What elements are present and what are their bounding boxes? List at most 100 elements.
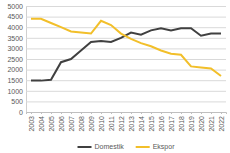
x-tick: 2016 — [158, 112, 165, 132]
y-tick-label: 0 — [19, 109, 23, 116]
x-tick: 2009 — [88, 112, 95, 132]
x-tick-mark — [151, 112, 152, 114]
x-tick: 2022 — [218, 112, 225, 132]
x-tick-mark — [81, 112, 82, 114]
y-tick-label: 3000 — [7, 45, 23, 52]
x-tick-label: 2005 — [48, 116, 55, 132]
x-tick-label: 2013 — [128, 116, 135, 132]
x-tick: 2005 — [48, 112, 55, 132]
grid-line — [26, 27, 226, 28]
x-tick-mark — [61, 112, 62, 114]
x-tick: 2021 — [208, 112, 215, 132]
legend-swatch — [78, 146, 92, 148]
x-axis: 2003200420052006200720082009201020112012… — [27, 112, 227, 132]
legend: Domestik Ekspor — [78, 143, 176, 151]
y-tick: 2500 — [7, 56, 226, 63]
x-tick: 2012 — [118, 112, 125, 132]
x-tick: 2017 — [168, 112, 175, 132]
grid-line — [26, 112, 226, 113]
legend-item: Ekspor — [136, 143, 175, 151]
chart: 0 500 1000 1500 2000 2500 3000 3500 4000 4500 5000… — [0, 0, 230, 153]
x-tick-label: 2022 — [218, 116, 225, 132]
y-tick-label: 5000 — [7, 3, 23, 10]
x-tick: 2008 — [78, 112, 85, 132]
x-tick-label: 2004 — [38, 116, 45, 132]
x-tick-label: 2003 — [28, 116, 35, 132]
y-tick-label: 500 — [11, 98, 23, 105]
x-tick-label: 2021 — [208, 116, 215, 132]
x-tick-mark — [181, 112, 182, 114]
grid-line — [26, 91, 226, 92]
x-axis-line — [27, 113, 227, 115]
x-tick: 2014 — [138, 112, 145, 132]
y-tick-label: 2000 — [7, 66, 23, 73]
x-tick-mark — [71, 112, 72, 114]
x-tick: 2006 — [58, 112, 65, 132]
x-tick-label: 2012 — [118, 116, 125, 132]
x-tick-label: 2016 — [158, 116, 165, 132]
grid-line — [26, 59, 226, 60]
x-tick-mark — [101, 112, 102, 114]
y-tick-label: 1000 — [7, 88, 23, 95]
x-tick-label: 2010 — [98, 116, 105, 132]
x-tick-mark — [111, 112, 112, 114]
y-tick: 3000 — [7, 45, 226, 52]
y-tick-label: 4500 — [7, 13, 23, 20]
x-tick: 2007 — [68, 112, 75, 132]
grid-line — [26, 17, 226, 18]
grid-line — [26, 101, 226, 102]
y-axis: 0 500 1000 1500 2000 2500 3000 3500 4000 4500 5000 — [7, 3, 226, 116]
x-tick-mark — [221, 112, 222, 114]
x-tick-mark — [201, 112, 202, 114]
x-tick-label: 2011 — [108, 116, 115, 131]
x-tick-mark — [211, 112, 212, 114]
y-tick-label: 1500 — [7, 77, 23, 84]
x-tick: 2020 — [198, 112, 205, 132]
y-tick: 1000 — [7, 88, 226, 95]
x-tick-mark — [91, 112, 92, 114]
legend-label: Domestik — [95, 143, 125, 150]
x-tick-label: 2009 — [88, 116, 95, 132]
x-tick-label: 2008 — [78, 116, 85, 132]
legend-swatch — [136, 146, 150, 148]
x-tick-mark — [171, 112, 172, 114]
x-tick-label: 2007 — [68, 116, 75, 132]
x-tick-label: 2018 — [178, 116, 185, 132]
grid-line — [26, 80, 226, 81]
y-tick: 5000 — [7, 3, 226, 10]
x-tick: 2004 — [38, 112, 45, 132]
grid-line — [26, 6, 226, 7]
lines — [31, 19, 221, 81]
x-tick-mark — [31, 112, 32, 114]
y-axis-line — [27, 7, 227, 113]
series-line — [31, 19, 221, 76]
grid-line — [26, 48, 226, 49]
x-tick: 2018 — [178, 112, 185, 132]
x-tick-label: 2020 — [198, 116, 205, 132]
x-tick-mark — [121, 112, 122, 114]
x-tick-mark — [141, 112, 142, 114]
x-tick-mark — [161, 112, 162, 114]
plot: 0 500 1000 1500 2000 2500 3000 3500 4000 4500 5000… — [7, 3, 226, 132]
x-tick: 2011 — [108, 112, 115, 131]
y-tick-label: 4000 — [7, 24, 23, 31]
x-tick-label: 2017 — [168, 116, 175, 132]
y-tick-label: 3500 — [7, 35, 23, 42]
x-tick: 2019 — [188, 112, 195, 132]
grid-line — [26, 38, 226, 39]
x-tick: 2013 — [128, 112, 135, 132]
legend-label: Ekspor — [153, 143, 175, 151]
y-tick: 500 — [11, 98, 226, 105]
x-tick-mark — [131, 112, 132, 114]
x-tick: 2003 — [28, 112, 35, 132]
x-tick-label: 2015 — [148, 116, 155, 132]
x-tick-mark — [51, 112, 52, 114]
x-tick-mark — [191, 112, 192, 114]
legend-item: Domestik — [78, 143, 125, 150]
y-tick: 0 — [19, 109, 226, 116]
x-tick: 2010 — [98, 112, 105, 132]
x-tick-label: 2019 — [188, 116, 195, 132]
x-tick-mark — [41, 112, 42, 114]
x-tick-label: 2006 — [58, 116, 65, 132]
x-tick: 2015 — [148, 112, 155, 132]
